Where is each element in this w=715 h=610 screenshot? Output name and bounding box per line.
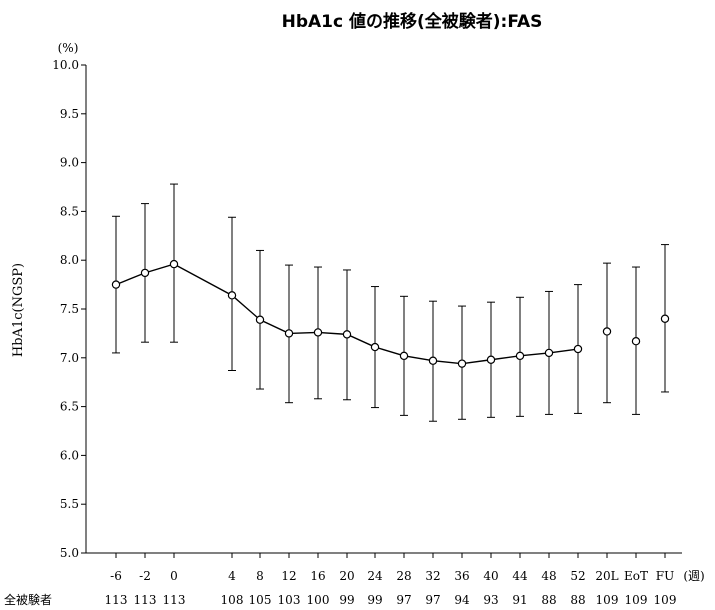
x-tick-label: 52 <box>570 569 585 583</box>
n-label: 103 <box>278 593 301 607</box>
n-label: 113 <box>134 593 157 607</box>
y-tick-label: 9.5 <box>60 107 79 121</box>
x-tick-label: 24 <box>367 569 383 583</box>
mean-point <box>544 348 554 358</box>
mean-point <box>284 329 294 338</box>
mean-point <box>457 359 467 368</box>
x-tick-label: 8 <box>256 569 264 583</box>
x-tick-label: -2 <box>139 569 151 583</box>
y-axis-label: HbA1c(NGSP) <box>11 263 26 357</box>
n-row-label: 全被験者 <box>4 592 52 607</box>
n-label: 94 <box>454 593 470 607</box>
n-label: 93 <box>483 593 498 607</box>
mean-point <box>111 280 121 289</box>
x-tick-label: 16 <box>310 569 325 583</box>
mean-point <box>342 330 352 339</box>
n-label: 97 <box>396 593 411 607</box>
y-tick-label: 10.0 <box>52 58 79 72</box>
x-tick-label: 44 <box>512 569 528 583</box>
x-tick-label: 12 <box>281 569 296 583</box>
mean-point <box>515 351 525 361</box>
mean-point <box>573 344 583 354</box>
mean-point <box>313 328 323 337</box>
mean-point <box>428 356 438 365</box>
x-tick-label: 48 <box>541 569 556 583</box>
x-tick-label: 4 <box>228 569 236 583</box>
y-tick-label: 8.5 <box>60 204 79 218</box>
mean-point <box>660 314 670 323</box>
y-tick-label: 9.0 <box>60 156 79 170</box>
n-label: 105 <box>249 593 272 607</box>
n-label: 91 <box>512 593 527 607</box>
mean-point <box>169 259 179 269</box>
y-tick-label: 7.0 <box>60 351 79 365</box>
x-tick-label: FU <box>656 569 674 583</box>
n-label: 109 <box>596 593 619 607</box>
n-label: 99 <box>367 593 382 607</box>
x-tick-label: 36 <box>454 569 469 583</box>
chart-title: HbA1c 値の推移(全被験者):FAS <box>282 11 543 32</box>
mean-point <box>399 351 409 361</box>
x-tick-label: 28 <box>396 569 411 583</box>
plot-area: 5.05.56.06.57.07.58.08.59.09.510.0-6113-… <box>52 58 682 607</box>
x-tick-label: -6 <box>110 569 122 583</box>
mean-line <box>115 263 579 365</box>
n-label: 113 <box>105 593 128 607</box>
y-tick-label: 6.5 <box>60 400 79 414</box>
y-tick-label: 7.5 <box>60 302 79 316</box>
n-label: 99 <box>339 593 354 607</box>
mean-point <box>602 327 612 336</box>
n-label: 109 <box>654 593 677 607</box>
y-unit-label: (%) <box>58 41 79 55</box>
mean-point <box>486 355 496 364</box>
x-tick-label: 20L <box>595 569 618 583</box>
mean-point <box>227 291 237 300</box>
y-tick-label: 5.0 <box>60 546 79 560</box>
x-tick-label: 20 <box>339 569 354 583</box>
n-label: 109 <box>625 593 648 607</box>
mean-point <box>140 268 150 278</box>
mean-point <box>631 337 641 346</box>
y-tick-label: 5.5 <box>60 497 79 511</box>
x-unit-label: (週) <box>683 569 704 583</box>
n-label: 100 <box>307 593 330 607</box>
n-label: 108 <box>221 593 244 607</box>
n-label: 88 <box>570 593 585 607</box>
n-label: 113 <box>163 593 186 607</box>
n-label: 88 <box>541 593 556 607</box>
x-tick-label: 40 <box>483 569 498 583</box>
mean-point <box>370 342 380 352</box>
n-label: 97 <box>425 593 440 607</box>
mean-point <box>255 315 265 324</box>
y-tick-label: 6.0 <box>60 448 79 462</box>
x-tick-label: 0 <box>170 569 178 583</box>
x-tick-label: EoT <box>624 569 648 583</box>
y-tick-label: 8.0 <box>60 253 79 267</box>
x-tick-label: 32 <box>425 569 440 583</box>
